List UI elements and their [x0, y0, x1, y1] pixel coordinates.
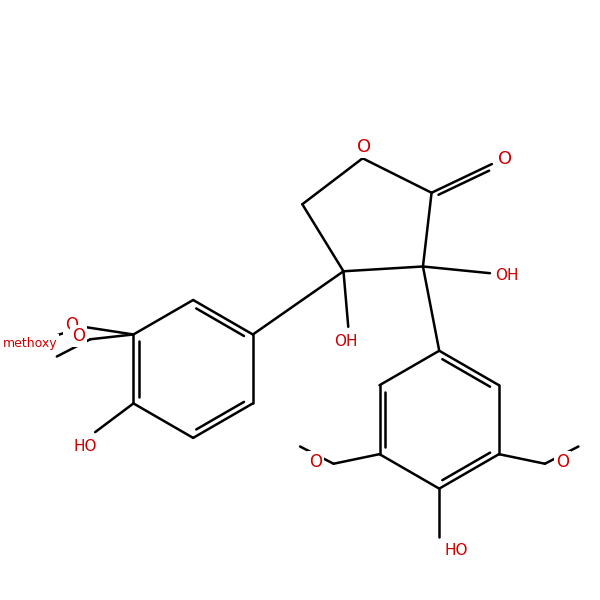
Text: O: O	[556, 453, 569, 471]
Text: O: O	[73, 328, 85, 346]
Text: O: O	[358, 138, 371, 156]
Text: methoxy: methoxy	[3, 337, 58, 350]
Text: O: O	[65, 316, 77, 334]
Text: OH: OH	[496, 268, 519, 283]
Text: O: O	[498, 150, 512, 168]
Text: OH: OH	[335, 334, 358, 349]
Text: O: O	[309, 453, 322, 471]
Text: HO: HO	[74, 439, 97, 454]
Text: HO: HO	[444, 544, 467, 559]
